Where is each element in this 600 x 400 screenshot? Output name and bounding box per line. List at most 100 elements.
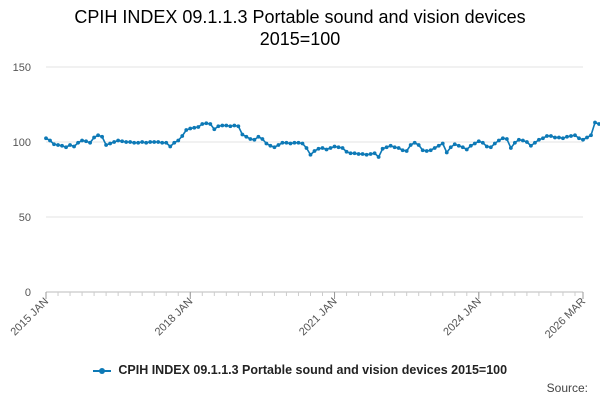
data-point [116,138,121,143]
data-point [276,143,281,147]
data-point [280,140,285,145]
data-point [200,122,205,126]
data-point [593,120,597,125]
data-point [516,137,521,142]
data-point [148,140,153,144]
data-point [288,141,293,146]
data-point [104,143,109,147]
data-point [484,144,489,149]
data-point [308,152,313,157]
series-line [45,121,600,158]
y-tick-label: 0 [25,287,31,299]
x-tick-label: 2018 JAN [153,296,196,339]
data-point [328,146,333,150]
data-point [136,140,141,145]
data-point [508,146,513,150]
data-point [537,137,541,142]
data-point [400,148,405,153]
data-point [216,124,221,129]
data-point [120,139,125,144]
data-point [573,133,577,138]
data-point [577,136,581,141]
data-point [468,143,473,148]
data-point [236,124,241,129]
x-tick-label: 2015 JAN [8,296,51,339]
data-point [80,138,84,143]
data-point [256,134,261,139]
data-point [212,127,217,132]
data-point [144,140,149,145]
x-tick-label: 2024 JAN [441,296,484,339]
data-point [76,140,80,145]
data-point [356,152,361,156]
data-point [500,136,505,141]
data-point [533,140,537,145]
data-point [232,123,237,128]
data-point [52,142,56,147]
data-point [545,134,549,138]
legend[interactable]: CPIH INDEX 09.1.1.3 Portable sound and v… [0,363,600,377]
chart-title: CPIH INDEX 09.1.1.3 Portable sound and v… [0,6,600,50]
data-point [549,134,553,138]
data-point [292,140,297,145]
axes: 0 50 100 150 2015 JAN 2018 JAN 2021 JAN 2024 JA… [8,62,588,341]
data-point [525,140,529,144]
data-point [561,136,565,141]
data-point [140,140,145,144]
data-point [88,140,92,145]
data-point [92,135,96,140]
data-point [340,146,345,150]
data-point [368,152,373,156]
data-point [48,138,52,143]
data-point [597,122,600,126]
data-point [360,152,365,156]
series-layer [44,120,600,159]
data-point [440,141,445,146]
data-point [160,140,165,145]
data-point [60,143,64,148]
chart-title-line-2: 2015=100 [259,29,341,49]
data-point [344,149,349,154]
data-point [589,133,593,138]
data-point [196,125,201,129]
source-label: Source: [546,381,588,395]
data-point [64,145,68,150]
y-tick-label: 100 [13,137,31,149]
data-point [388,143,393,148]
data-point [452,142,457,147]
data-point [248,137,253,141]
data-point [312,149,317,153]
data-point [156,140,161,144]
data-point [184,128,189,132]
data-point [180,134,185,138]
data-point [376,155,381,159]
data-point [529,143,533,148]
data-point [392,145,397,150]
data-point [128,140,133,144]
chart-title-line-1: CPIH INDEX 09.1.1.3 Portable sound and v… [74,7,526,27]
data-point [168,144,173,149]
data-point [444,150,449,155]
data-point [332,144,337,149]
data-point [352,151,357,156]
data-point [296,140,301,145]
data-point [448,145,453,150]
data-point [240,132,245,137]
legend-swatch-icon [92,366,111,376]
legend-marker-icon [98,367,105,374]
data-point [268,143,273,148]
data-point [100,134,104,139]
data-point [488,145,493,150]
data-point [541,136,545,141]
data-point [504,137,509,141]
data-point [569,134,573,138]
data-point [272,145,277,150]
data-point [396,146,401,150]
data-point [585,135,589,140]
data-point [96,133,100,138]
y-tick-label: 150 [13,62,31,74]
data-point [456,143,461,148]
data-point [364,152,369,157]
data-point [496,138,501,143]
data-point [172,140,177,145]
